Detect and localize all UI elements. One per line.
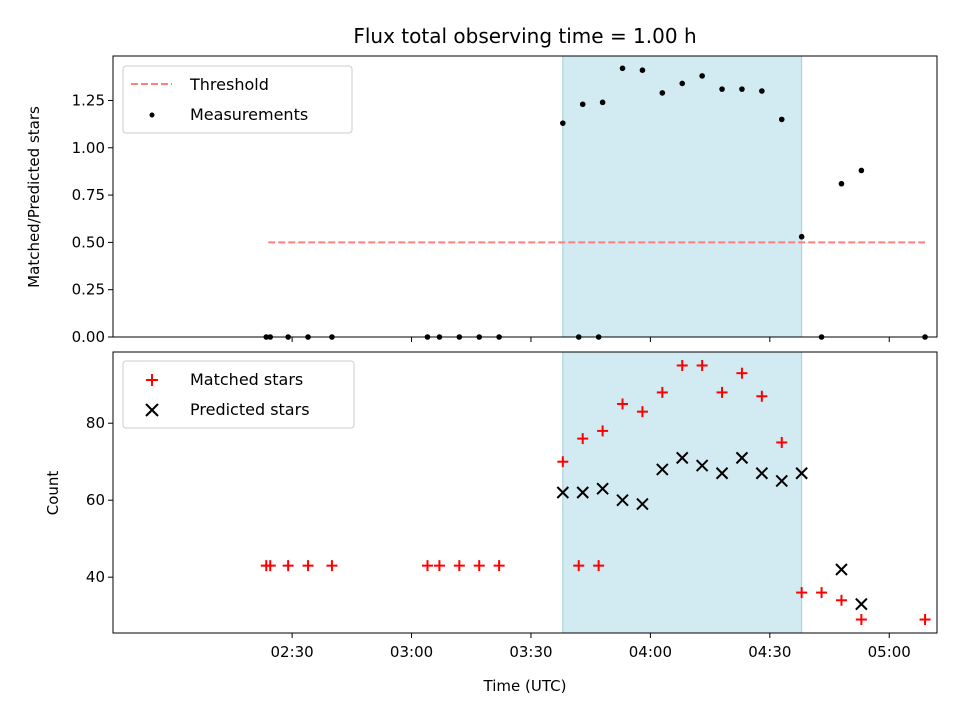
x-tick-label: 05:00 (868, 643, 911, 661)
x-tick-label: 04:30 (748, 643, 791, 661)
x-axis-label: Time (UTC) (483, 677, 567, 695)
predicted-star-point (735, 451, 749, 465)
top-legend-box (122, 65, 353, 134)
measurement-point (838, 180, 845, 187)
matched-star-point (656, 386, 668, 398)
matched-star-point (617, 398, 629, 410)
measurement-point (858, 167, 865, 174)
measurement-point (579, 101, 586, 108)
predicted-star-point (576, 486, 589, 499)
top-ytick-label: 0.75 (72, 186, 105, 204)
legend-predicted-swatch (145, 403, 159, 417)
bottom-legend: Matched stars Predicted stars (122, 360, 355, 429)
legend-matched-swatch (146, 374, 158, 386)
top-legend: Threshold Measurements (122, 65, 353, 134)
predicted-star-point (596, 482, 609, 495)
top-panel: 0.00 0.25 0.50 0.75 1.00 1.25 Flux total obse… (25, 24, 938, 346)
matched-star-point (453, 560, 465, 572)
matched-star-point (473, 560, 485, 572)
measurement-point (739, 86, 745, 92)
matched-star-point (816, 587, 828, 599)
matched-star-point (736, 367, 748, 379)
measurement-point (619, 65, 626, 72)
top-ytick-label: 0.00 (72, 328, 105, 346)
measurement-point (659, 90, 666, 96)
legend-matched-label: Matched stars (190, 370, 303, 389)
predicted-star-point (755, 467, 769, 480)
legend-predicted-label: Predicted stars (190, 400, 310, 419)
matched-star-point (919, 614, 931, 626)
predicted-star-point (556, 486, 570, 499)
legend-threshold-label: Threshold (189, 75, 269, 94)
predicted-star-point (715, 467, 729, 480)
bottom-ytick-label: 60 (86, 491, 105, 509)
matched-star-point (796, 587, 808, 599)
predicted-star-point (795, 467, 808, 480)
matched-star-point (282, 560, 294, 572)
top-ytick-label: 0.25 (72, 281, 105, 299)
x-tick-label: 03:30 (509, 643, 552, 661)
matched-star-point (676, 359, 688, 371)
measurement-point (679, 80, 686, 87)
matched-star-point (577, 433, 589, 445)
measurement-point (719, 86, 725, 92)
matched-star-point (493, 560, 505, 572)
measurement-point (798, 233, 805, 240)
x-tick-label: 04:00 (629, 643, 672, 661)
bottom-legend-box (122, 360, 355, 429)
matched-star-point (421, 560, 433, 572)
matched-star-point (557, 456, 569, 468)
chart-title: Flux total observing time = 1.00 h (353, 24, 696, 48)
matched-star-point (433, 560, 445, 572)
matched-star-point (696, 359, 708, 371)
predicted-star-point (695, 459, 709, 472)
matched-star-point (835, 594, 847, 606)
predicted-star-point (616, 493, 629, 507)
x-tick-label: 03:00 (390, 643, 433, 661)
matched-star-point (636, 406, 648, 418)
bottom-panel: 40 60 80 02:30 03:00 03:30 04:00 04:30 05:00 Tim… (44, 351, 938, 695)
x-tick-label: 02:30 (271, 643, 314, 661)
top-ytick-label: 1.00 (72, 139, 105, 157)
matched-star-point (597, 425, 609, 437)
predicted-star-point (656, 463, 669, 476)
bottom-ytick-label: 40 (86, 568, 105, 586)
measurement-point (778, 116, 785, 123)
matched-star-point (756, 390, 768, 402)
predicted-star-point (676, 451, 689, 465)
measurement-point (560, 120, 566, 126)
measurement-point (759, 88, 765, 94)
predicted-star-point (636, 497, 649, 511)
bottom-y-axis-label: Count (44, 471, 62, 516)
measurement-point (639, 67, 646, 73)
matched-star-point (716, 386, 728, 398)
bottom-axes-frame (112, 351, 938, 634)
legend-measurements-label: Measurements (190, 105, 308, 124)
top-ytick-label: 1.25 (72, 91, 105, 109)
matched-star-point (593, 560, 605, 572)
top-ytick-label: 0.50 (72, 233, 105, 251)
matched-star-point (573, 560, 585, 572)
measurement-point (699, 73, 705, 79)
top-y-axis-label: Matched/Predicted stars (25, 106, 43, 288)
top-shaded-span (562, 55, 803, 338)
matched-star-point (855, 614, 867, 626)
matched-star-point (302, 560, 314, 572)
matched-star-point (326, 560, 338, 572)
measurement-point (599, 99, 606, 106)
matched-star-point (776, 436, 788, 448)
predicted-star-point (775, 474, 788, 488)
legend-measurements-swatch (149, 112, 155, 118)
bottom-ytick-label: 80 (86, 414, 105, 432)
matched-star-point (264, 560, 276, 572)
predicted-star-point (835, 563, 848, 576)
top-axes-frame (112, 55, 938, 338)
predicted-star-point (855, 597, 868, 611)
